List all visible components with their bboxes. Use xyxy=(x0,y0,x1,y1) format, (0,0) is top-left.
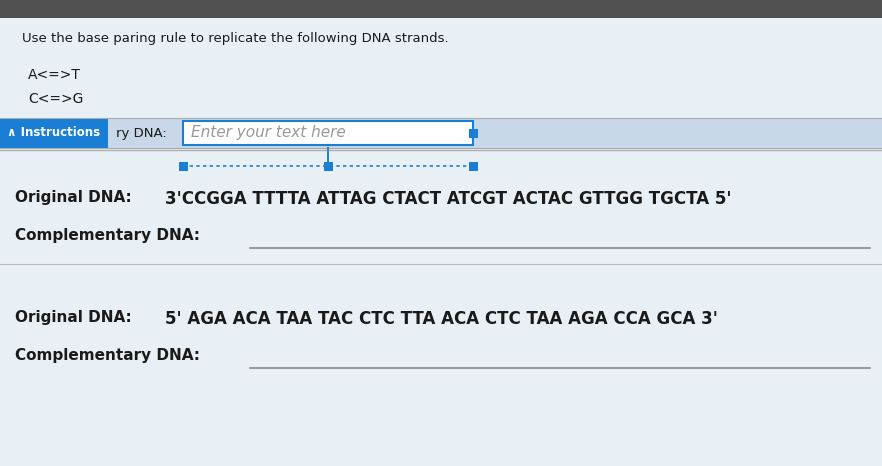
FancyBboxPatch shape xyxy=(0,18,882,466)
Text: ry DNA:: ry DNA: xyxy=(116,126,167,139)
Text: Complementary DNA:: Complementary DNA: xyxy=(15,228,200,243)
Text: 3'CCGGA TTTTA ATTAG CTACT ATCGT ACTAC GTTGG TGCTA 5': 3'CCGGA TTTTA ATTAG CTACT ATCGT ACTAC GT… xyxy=(165,190,731,208)
Text: Original DNA:: Original DNA: xyxy=(15,190,131,205)
Text: Complementary DNA:: Complementary DNA: xyxy=(15,348,200,363)
FancyBboxPatch shape xyxy=(469,162,478,171)
FancyBboxPatch shape xyxy=(0,0,882,18)
FancyBboxPatch shape xyxy=(183,121,473,145)
FancyBboxPatch shape xyxy=(469,129,478,138)
FancyBboxPatch shape xyxy=(0,118,108,148)
Text: C<=>G: C<=>G xyxy=(28,92,84,106)
FancyBboxPatch shape xyxy=(324,162,333,171)
Text: Enter your text here: Enter your text here xyxy=(191,125,346,141)
Text: ∧ Instructions: ∧ Instructions xyxy=(7,126,101,139)
Text: Original DNA:: Original DNA: xyxy=(15,310,131,325)
Text: A<=>T: A<=>T xyxy=(28,68,81,82)
FancyBboxPatch shape xyxy=(0,118,882,148)
Text: Use the base paring rule to replicate the following DNA strands.: Use the base paring rule to replicate th… xyxy=(22,32,449,45)
FancyBboxPatch shape xyxy=(179,162,188,171)
Text: 5' AGA ACA TAA TAC CTC TTA ACA CTC TAA AGA CCA GCA 3': 5' AGA ACA TAA TAC CTC TTA ACA CTC TAA A… xyxy=(165,310,718,328)
